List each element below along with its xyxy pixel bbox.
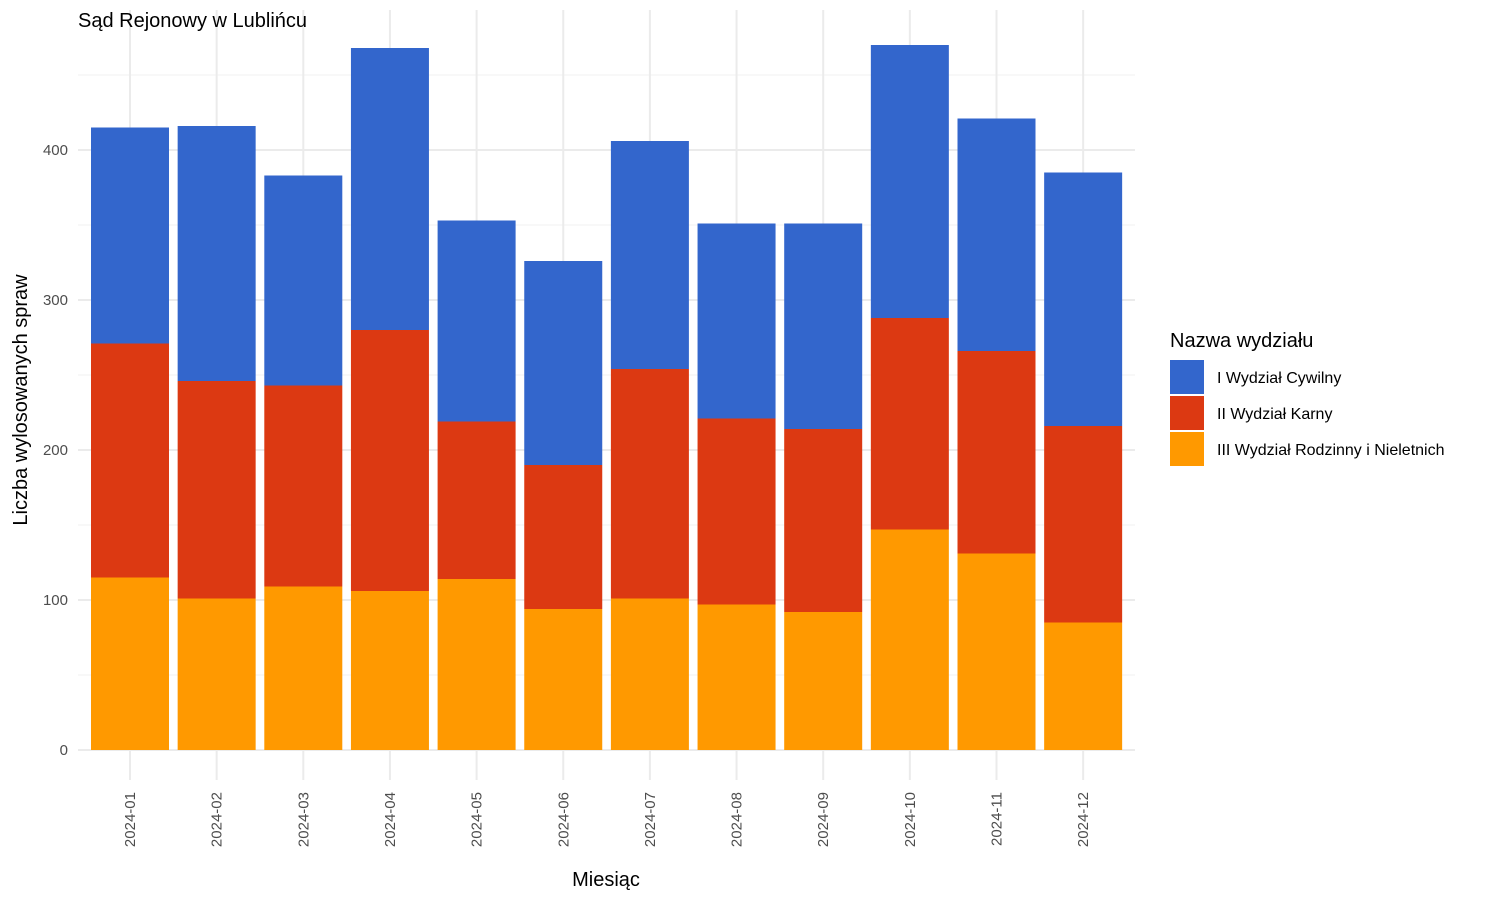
bar-segment: [177, 126, 256, 381]
legend-title: Nazwa wydziału: [1170, 330, 1313, 352]
bar-segment: [350, 48, 429, 330]
x-tick-label: 2024-11: [989, 792, 1006, 846]
x-tick-label: 2024-02: [209, 792, 226, 847]
bar-segment: [437, 579, 516, 750]
legend-label: III Wydział Rodzinny i Nieletnich: [1217, 442, 1445, 459]
bar-segment: [91, 343, 169, 578]
bar-segment: [697, 223, 776, 419]
bar-segment: [524, 261, 603, 465]
bar-segment: [784, 429, 863, 612]
bar-segment: [697, 418, 776, 605]
bar-segment: [610, 369, 689, 599]
bar-segment: [610, 141, 689, 369]
x-tick-label: 2024-05: [469, 792, 486, 847]
bars: [91, 45, 1123, 750]
x-tick-label: 2024-12: [1075, 792, 1092, 847]
bar-segment: [350, 330, 429, 591]
bar-segment: [264, 385, 343, 587]
bar-segment: [437, 220, 516, 422]
bar-segment: [870, 318, 949, 530]
legend-label: I Wydział Cywilny: [1217, 370, 1341, 387]
bar-segment: [870, 529, 949, 750]
legend-swatch: [1170, 396, 1204, 430]
bar-segment: [437, 421, 516, 579]
bar-segment: [177, 598, 256, 750]
y-tick-label: 100: [43, 592, 68, 609]
bar-segment: [177, 381, 256, 599]
legend-label: II Wydział Karny: [1217, 406, 1332, 423]
bar-segment: [957, 553, 1036, 750]
x-tick-label: 2024-10: [902, 792, 919, 847]
y-tick-label: 300: [43, 292, 68, 309]
chart-title: Sąd Rejonowy w Lublińcu: [78, 10, 307, 32]
bar-segment: [350, 591, 429, 750]
bar-segment: [1044, 622, 1123, 750]
bar-segment: [91, 577, 169, 750]
bar-segment: [524, 465, 603, 609]
bar-segment: [1044, 426, 1123, 623]
y-tick-label: 200: [43, 442, 68, 459]
legend: Nazwa wydziału I Wydział Cywilny II Wydzi…: [1170, 330, 1445, 466]
x-axis-title: Miesiąc: [572, 869, 640, 891]
bar-segment: [784, 612, 863, 750]
bar-segment: [264, 586, 343, 750]
bar-segment: [91, 127, 169, 344]
bar-segment: [784, 223, 863, 429]
x-tick-label: 2024-08: [729, 792, 746, 847]
legend-swatch: [1170, 360, 1204, 394]
x-tick-label: 2024-07: [642, 792, 659, 847]
x-tick-label: 2024-09: [815, 792, 832, 847]
legend-swatch: [1170, 432, 1204, 466]
x-tick-label: 2024-01: [122, 792, 139, 847]
bar-segment: [610, 598, 689, 750]
x-tick-label: 2024-03: [295, 792, 312, 847]
x-axis-ticks: 2024-01 2024-02 2024-03 2024-04 2024-05 2024-…: [122, 792, 1092, 847]
y-tick-label: 0: [60, 742, 68, 759]
bar-segment: [870, 45, 949, 318]
bar-segment: [957, 118, 1036, 351]
bar-segment: [524, 609, 603, 750]
y-axis-ticks: 0 100 200 300 400: [43, 142, 68, 759]
bar-segment: [957, 351, 1036, 554]
bar-segment: [264, 175, 343, 386]
x-tick-label: 2024-04: [382, 792, 399, 847]
y-axis-title: Liczba wylosowanych spraw: [10, 274, 32, 526]
x-tick-label: 2024-06: [555, 792, 572, 847]
bar-segment: [1044, 172, 1123, 426]
bar-segment: [697, 604, 776, 750]
y-tick-label: 400: [43, 142, 68, 159]
